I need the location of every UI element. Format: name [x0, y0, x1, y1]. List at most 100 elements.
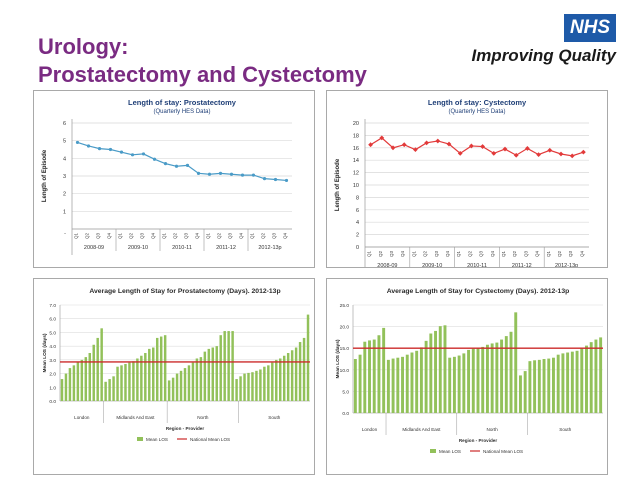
- bar: [594, 339, 598, 413]
- data-point: [152, 157, 157, 161]
- bar: [223, 331, 226, 401]
- chart-subtitle: (Quarterly HES Data): [448, 109, 505, 115]
- bar: [199, 357, 203, 401]
- bar: [231, 331, 234, 401]
- bar: [215, 346, 218, 401]
- bar: [255, 370, 258, 401]
- x-tick-label: Q4: [535, 251, 540, 258]
- chart-subtitle: (Quarterly HES Data): [153, 109, 210, 115]
- nhs-badge: NHS: [564, 14, 616, 42]
- y-tick-label: 14: [353, 158, 359, 164]
- x-tick-label: Q2: [557, 251, 562, 258]
- bar: [443, 325, 447, 413]
- bar: [76, 361, 80, 401]
- data-point: [97, 147, 102, 151]
- data-point: [513, 152, 519, 158]
- bar: [235, 379, 238, 401]
- bar: [286, 353, 290, 401]
- data-point: [273, 177, 278, 182]
- y-tick-label: 20: [353, 121, 359, 127]
- region-label: London: [74, 415, 90, 420]
- cystectomy-los-chart-panel: Length of stay: Cystectomy (Quarterly HES…: [326, 90, 608, 268]
- chart-title: Average Length of Stay for Cystectomy (D…: [387, 288, 570, 295]
- y-tick-label: 18: [353, 133, 359, 139]
- bar: [599, 337, 603, 413]
- bar: [163, 335, 167, 401]
- bar: [500, 339, 504, 413]
- y-tick-label: 20.0: [340, 325, 350, 331]
- x-tick-label: Q3: [523, 251, 528, 258]
- x-tick-label: Q2: [467, 251, 472, 258]
- bar: [195, 358, 199, 401]
- y-tick-label: 10.0: [340, 368, 350, 374]
- bar: [108, 379, 111, 401]
- bar: [92, 344, 95, 401]
- data-point: [379, 135, 385, 141]
- bar: [424, 340, 428, 413]
- x-group-label: 2008-09: [84, 245, 104, 251]
- x-tick-label: Q2: [85, 233, 90, 240]
- region-label: South: [268, 415, 280, 420]
- x-tick-label: Q2: [423, 251, 428, 258]
- y-tick-label: 16: [353, 146, 359, 152]
- y-tick-label: 4: [356, 220, 359, 226]
- y-tick-label: 4.0: [49, 344, 56, 350]
- cystectomy-los-line-chart: Length of stay: Cystectomy (Quarterly HES…: [335, 98, 589, 267]
- bar: [377, 335, 381, 413]
- data-point: [469, 143, 474, 149]
- bar: [72, 365, 76, 401]
- bar: [552, 357, 555, 413]
- y-axis-label: Mean LOS (days): [335, 339, 341, 378]
- bar: [80, 359, 84, 401]
- y-axis-label: Length of Episode: [335, 158, 341, 211]
- bar: [561, 353, 565, 413]
- bar: [457, 355, 461, 413]
- bar: [128, 362, 131, 401]
- legend-swatch-bar: [137, 437, 143, 441]
- bar: [140, 355, 143, 401]
- y-tick-label: 25.0: [340, 303, 350, 309]
- bar: [68, 368, 72, 401]
- x-tick-label: Q3: [140, 233, 145, 240]
- bar: [570, 351, 574, 413]
- y-tick-label: 6: [63, 121, 66, 127]
- y-tick-label: 6: [356, 208, 359, 214]
- x-tick-label: Q2: [173, 233, 178, 240]
- x-group-label: 2011-12: [216, 245, 236, 251]
- data-point: [251, 173, 256, 177]
- bar: [84, 357, 88, 401]
- bar: [429, 333, 433, 413]
- bar: [353, 359, 357, 413]
- bar: [64, 373, 68, 401]
- bar: [104, 381, 107, 401]
- bar: [267, 365, 270, 401]
- y-tick-label: 0.0: [342, 411, 349, 417]
- prostatectomy-provider-bar-chart: Average Length of Stay for Prostatectomy…: [42, 288, 310, 442]
- bar: [227, 331, 230, 401]
- y-tick-label: 0: [356, 245, 359, 251]
- bar: [434, 330, 438, 413]
- bar: [251, 372, 254, 401]
- bar: [476, 347, 480, 413]
- y-tick-label: 15.0: [340, 346, 350, 352]
- x-tick-label: Q4: [283, 233, 288, 240]
- legend-label: National Mean LOS: [483, 449, 523, 454]
- bar: [60, 379, 64, 401]
- region-label: North: [487, 427, 499, 432]
- bar: [171, 377, 175, 401]
- data-point: [240, 173, 245, 177]
- x-tick-label: Q4: [445, 251, 450, 258]
- bar: [382, 327, 386, 413]
- y-tick-label: 12: [353, 171, 359, 177]
- x-tick-label: Q1: [411, 251, 416, 258]
- x-axis-label: Region - Provider: [166, 426, 204, 431]
- bar: [124, 363, 127, 401]
- bar: [263, 366, 266, 401]
- region-label: Midlands And East: [116, 415, 155, 420]
- bar: [136, 358, 139, 401]
- data-point: [196, 171, 201, 175]
- chart-title: Length of stay: Prostatectomy: [128, 98, 237, 107]
- y-tick-label: 3: [63, 174, 66, 180]
- bar: [368, 340, 371, 413]
- x-tick-label: Q3: [184, 233, 189, 240]
